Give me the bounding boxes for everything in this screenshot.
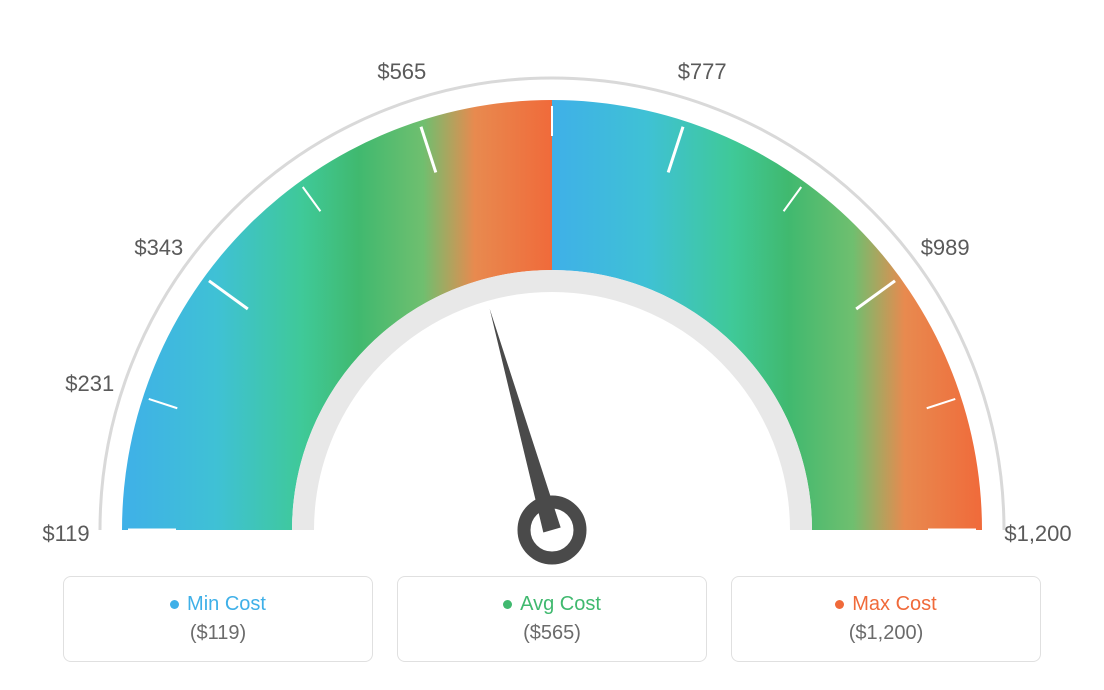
legend-dot-max (835, 600, 844, 609)
legend-value-max: ($1,200) (849, 622, 924, 645)
gauge-tick-label: $989 (921, 235, 970, 261)
legend-value-min: ($119) (190, 622, 246, 645)
legend-dot-avg (503, 600, 512, 609)
legend-box-avg: Avg Cost ($565) (397, 576, 707, 662)
gauge-svg (52, 40, 1052, 600)
gauge-tick-label: $231 (65, 371, 114, 397)
legend: Min Cost ($119) Avg Cost ($565) Max Cost… (63, 576, 1041, 662)
gauge-container: $119$231$343$565$777$989$1,200 (52, 40, 1052, 560)
legend-label-min: Min Cost (187, 593, 266, 616)
legend-label-max: Max Cost (852, 593, 936, 616)
gauge-tick-label: $343 (134, 235, 183, 261)
gauge-tick-label: $777 (678, 59, 727, 85)
gauge-tick-label: $565 (377, 59, 426, 85)
gauge-tick-label: $119 (42, 521, 89, 547)
legend-box-max: Max Cost ($1,200) (731, 576, 1041, 662)
legend-label-avg: Avg Cost (520, 593, 601, 616)
legend-value-avg: ($565) (523, 622, 581, 645)
legend-dot-min (170, 600, 179, 609)
legend-box-min: Min Cost ($119) (63, 576, 373, 662)
gauge-tick-label: $1,200 (1004, 521, 1071, 547)
